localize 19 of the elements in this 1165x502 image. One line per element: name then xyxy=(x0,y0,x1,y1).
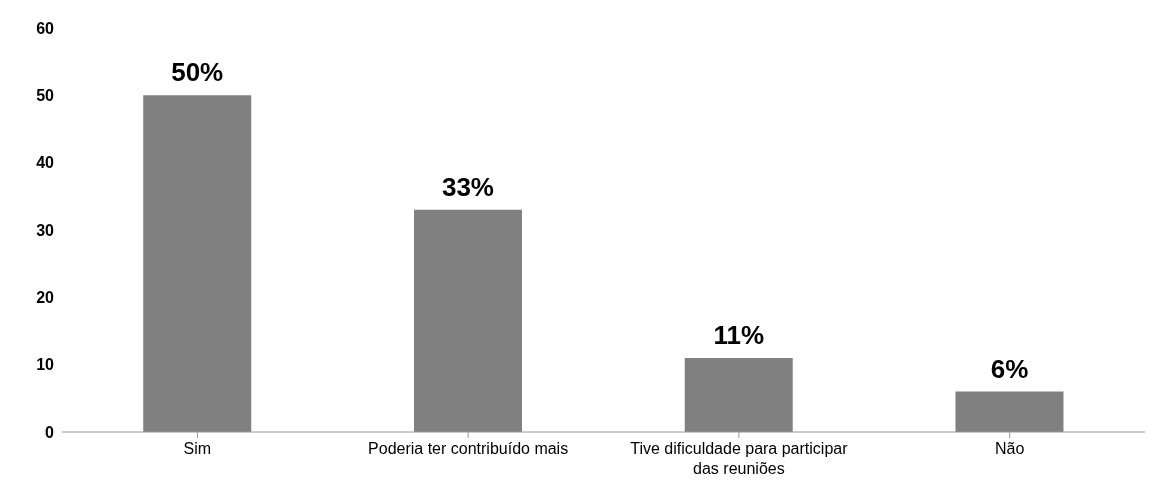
data-label: 6% xyxy=(990,353,1029,384)
bar xyxy=(684,357,793,432)
x-tick-label: Sim xyxy=(183,440,212,457)
y-tick-label: 0 xyxy=(45,423,55,441)
y-tick-label: 60 xyxy=(36,19,55,37)
x-tick-label: Não xyxy=(994,440,1025,457)
bar xyxy=(955,391,1064,432)
bar xyxy=(413,209,522,432)
data-label: 50% xyxy=(171,57,224,88)
x-tick-label: Poderia ter contribuído mais xyxy=(368,440,569,457)
data-label: 11% xyxy=(713,319,765,350)
y-tick-label: 40 xyxy=(36,154,55,172)
y-tick-label: 50 xyxy=(36,87,55,105)
data-label: 33% xyxy=(441,171,494,202)
y-tick-label: 10 xyxy=(36,356,55,374)
bar xyxy=(143,95,252,432)
y-tick-label: 20 xyxy=(36,289,55,307)
x-tick-label: Tive dificuldade para participar das reuniões xyxy=(630,440,849,477)
y-tick-label: 30 xyxy=(36,221,55,239)
